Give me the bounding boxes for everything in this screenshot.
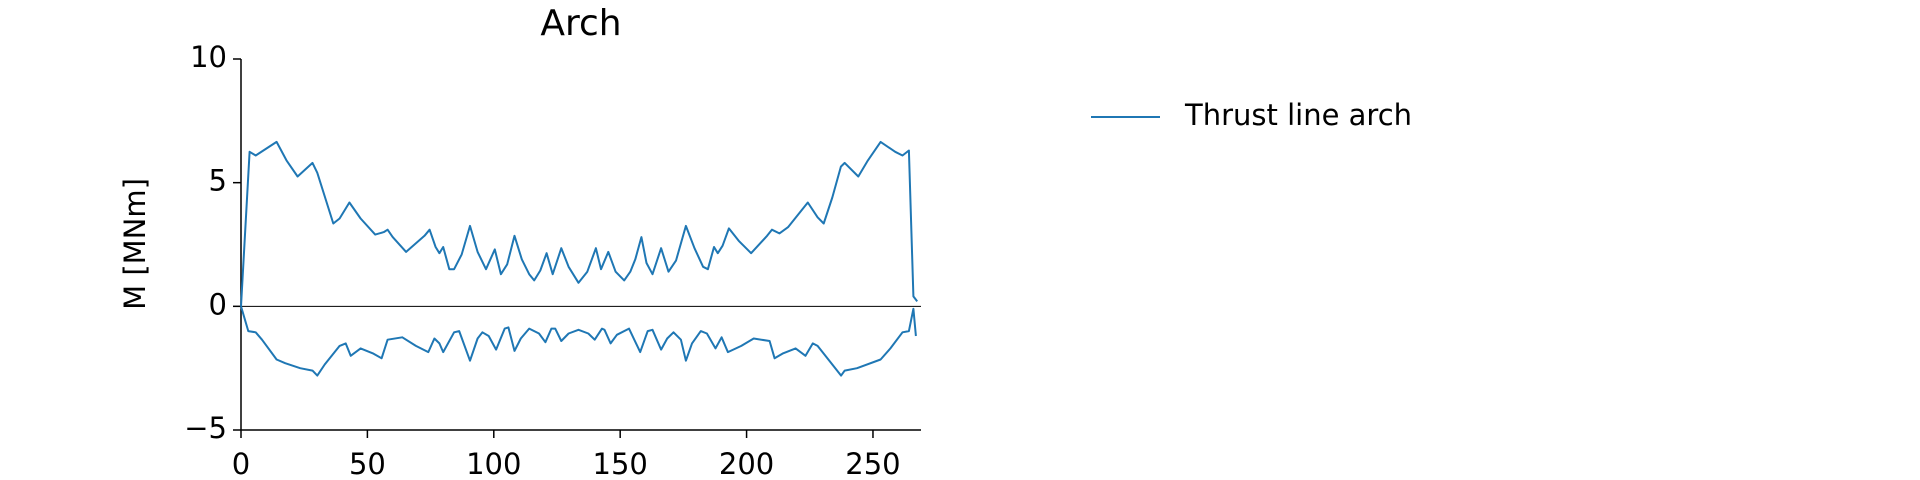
y-tick-label: 0 <box>209 287 227 321</box>
chart-title: Arch <box>540 3 621 44</box>
y-tick-label: 5 <box>209 164 227 198</box>
x-tick-label: 200 <box>719 447 774 480</box>
y-axis-label: M [MNm] <box>118 178 152 310</box>
x-tick-label: 150 <box>593 447 648 480</box>
line-series <box>240 140 918 377</box>
y-tick-label: 10 <box>190 40 227 74</box>
x-tick-label: 50 <box>349 447 386 480</box>
legend-label: Thrust line arch <box>1184 98 1412 132</box>
x-tick-label: 100 <box>466 447 521 480</box>
y-tick-label: −5 <box>184 411 227 445</box>
x-tick-label: 0 <box>232 447 250 480</box>
x-tick-label: 250 <box>845 447 900 480</box>
